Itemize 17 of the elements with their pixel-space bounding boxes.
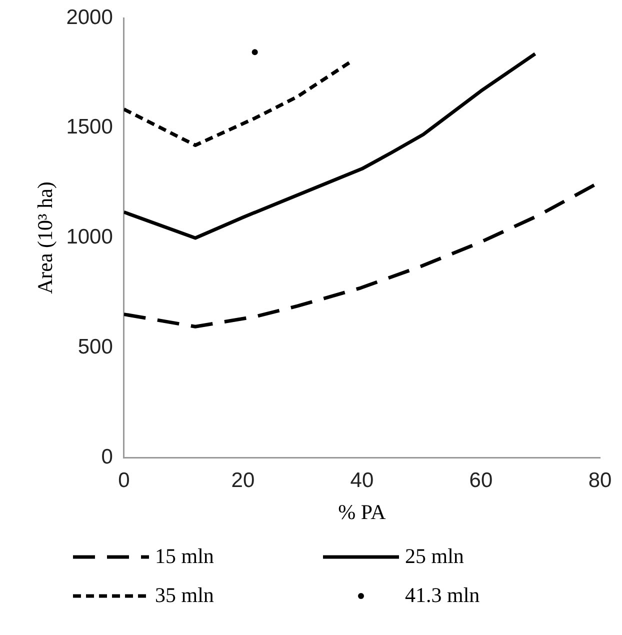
y-tick-label: 500 [78,335,113,358]
legend-label: 41.3 mln [405,583,480,608]
x-tick-label: 40 [350,468,374,492]
line-series [124,60,352,148]
x-tick-label: 80 [588,468,612,492]
x-tick-label: 0 [118,468,130,492]
legend-label: 25 mln [405,544,464,569]
y-tick-label: 1000 [66,226,113,249]
legend-label: 35 mln [155,583,214,608]
legend-label: 15 mln [155,544,214,569]
y-tick-label: 0 [101,445,113,468]
y-tick-label: 2000 [66,6,113,29]
y-axis-title: Area (10³ ha) [33,182,58,294]
x-tick-label: 60 [469,468,493,492]
x-tick-label: 20 [231,468,255,492]
y-tick-label: 1500 [66,116,113,139]
x-axis-title: % PA [338,500,387,524]
